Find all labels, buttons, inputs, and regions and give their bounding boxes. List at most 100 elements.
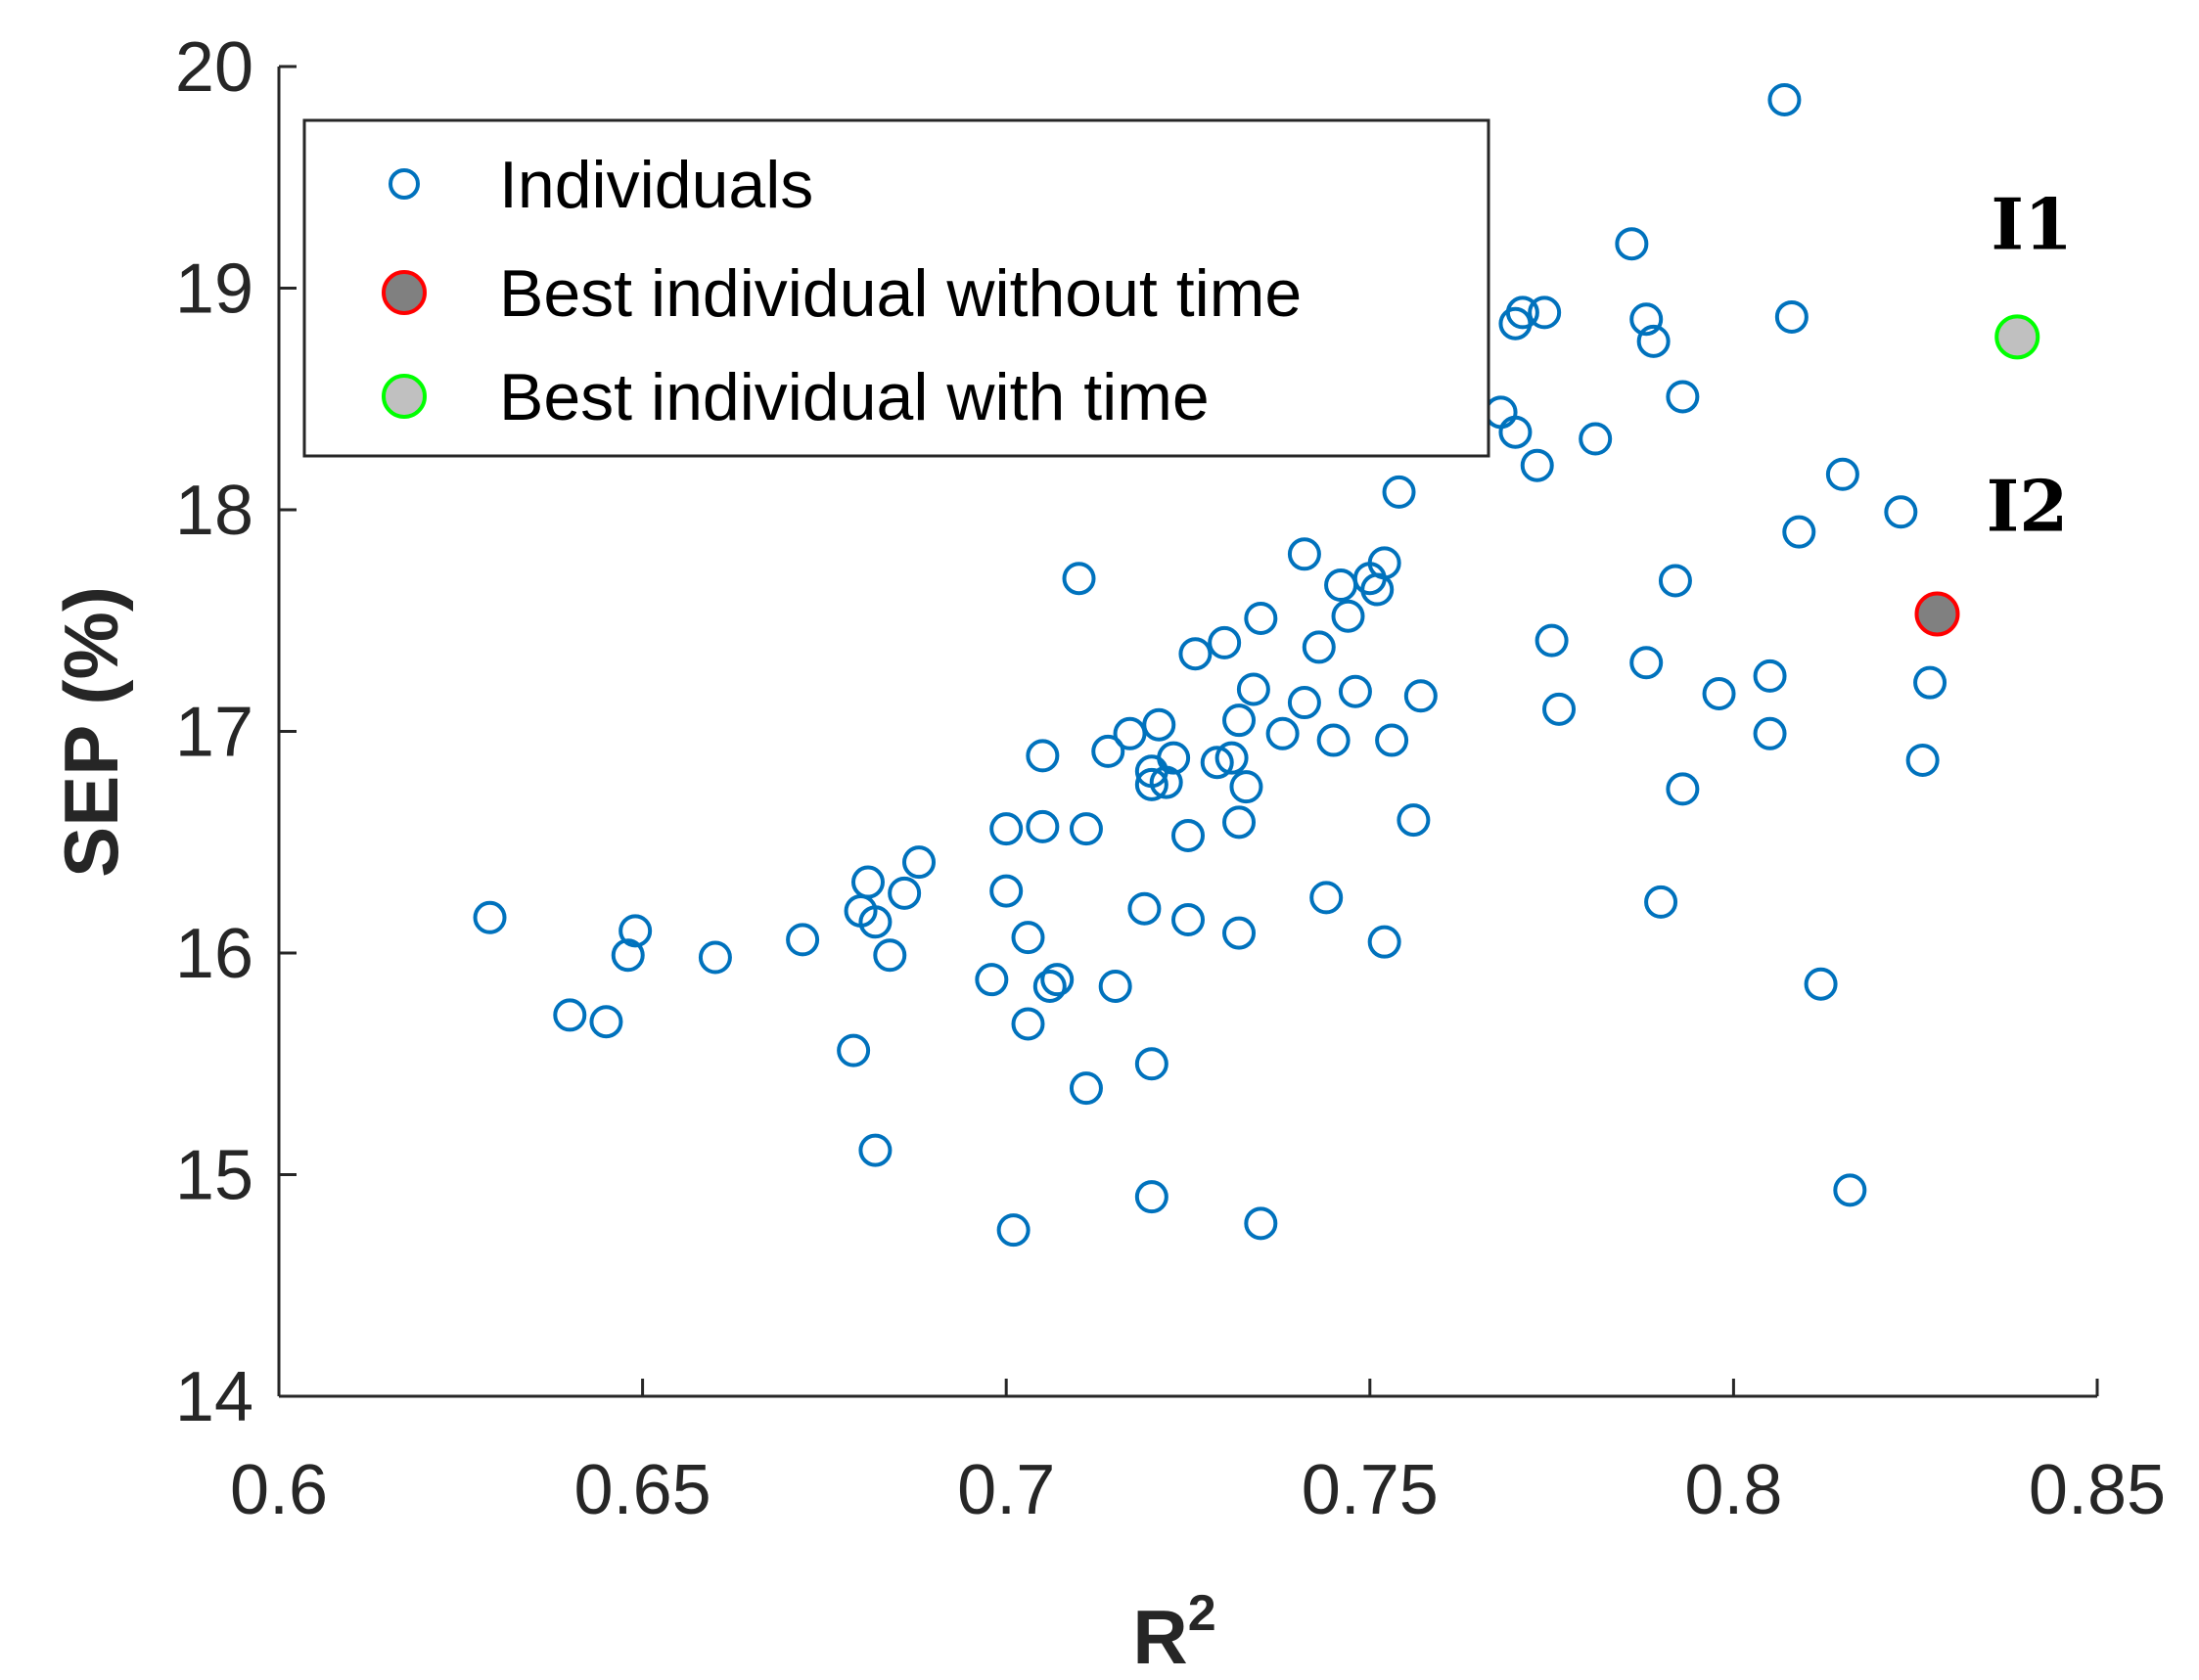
individual-point bbox=[902, 845, 937, 880]
individual-point bbox=[1134, 767, 1168, 801]
annotation-i1: I1 bbox=[1991, 182, 2073, 265]
individual-point bbox=[1782, 515, 1816, 549]
individual-point bbox=[1149, 765, 1183, 799]
legend: Individuals Best individual without time… bbox=[302, 118, 1490, 458]
individual-point bbox=[1629, 646, 1664, 680]
legend-marker-best-without-time bbox=[382, 270, 427, 315]
x-tick-label: 0.8 bbox=[1684, 1451, 1782, 1529]
individual-point bbox=[1913, 665, 1947, 700]
individual-point bbox=[1367, 925, 1401, 959]
y-tick-label: 16 bbox=[175, 915, 253, 993]
individual-point bbox=[1069, 1071, 1103, 1106]
individual-point bbox=[1134, 1180, 1168, 1214]
individual-point bbox=[989, 874, 1024, 908]
y-tick-label: 20 bbox=[175, 28, 253, 107]
individual-point bbox=[1403, 679, 1438, 713]
individual-point bbox=[1905, 743, 1940, 777]
individual-point bbox=[1244, 1206, 1278, 1241]
individual-point bbox=[1535, 623, 1569, 658]
individual-point bbox=[1338, 674, 1372, 708]
individual-point bbox=[1032, 969, 1067, 1003]
individual-point bbox=[858, 1133, 893, 1167]
individual-point bbox=[1157, 741, 1191, 775]
individual-point bbox=[1833, 1173, 1867, 1207]
y-tick-label: 18 bbox=[175, 472, 253, 550]
individual-point bbox=[1804, 967, 1838, 1001]
individual-point bbox=[1214, 741, 1249, 775]
x-axis-title-superscript: 2 bbox=[1188, 1585, 1216, 1642]
individual-point bbox=[1142, 707, 1176, 742]
individual-point bbox=[1579, 422, 1613, 456]
individual-point bbox=[1265, 716, 1300, 750]
individual-point bbox=[1062, 562, 1096, 596]
individual-point bbox=[589, 1005, 623, 1039]
points-layer bbox=[473, 82, 2040, 1248]
individual-point bbox=[1484, 395, 1518, 430]
individual-point bbox=[1113, 716, 1147, 750]
individual-point bbox=[1091, 734, 1125, 768]
x-tick-label: 0.6 bbox=[230, 1451, 328, 1529]
individual-point bbox=[1774, 299, 1809, 334]
individual-point bbox=[1171, 818, 1205, 852]
individual-point bbox=[858, 905, 893, 939]
y-tick-label: 17 bbox=[175, 694, 253, 772]
individual-point bbox=[1236, 672, 1270, 706]
individual-point bbox=[850, 865, 885, 899]
individual-point bbox=[1309, 881, 1344, 915]
individual-point bbox=[1825, 457, 1859, 491]
individual-point bbox=[1702, 676, 1736, 710]
y-ticks: 14 15 16 17 18 19 20 bbox=[175, 28, 297, 1436]
legend-marker-individuals bbox=[389, 168, 420, 200]
best-with-time-point bbox=[1994, 314, 2040, 360]
individual-point bbox=[873, 938, 907, 973]
individual-point bbox=[473, 900, 507, 934]
individual-point bbox=[611, 938, 645, 973]
individual-point bbox=[1069, 812, 1103, 846]
legend-label-individuals: Individuals bbox=[499, 148, 813, 222]
individual-point bbox=[1644, 885, 1678, 919]
individual-point bbox=[698, 940, 732, 975]
individual-point bbox=[1615, 227, 1649, 261]
individual-point bbox=[1397, 803, 1431, 838]
individual-point bbox=[618, 914, 653, 948]
individual-point bbox=[1222, 704, 1257, 738]
individual-point bbox=[1200, 746, 1234, 780]
individual-point bbox=[989, 812, 1024, 846]
individual-point bbox=[1767, 82, 1802, 116]
individual-point bbox=[1098, 969, 1132, 1003]
individual-point bbox=[1666, 380, 1700, 414]
x-tick-label: 0.75 bbox=[1302, 1451, 1439, 1529]
x-ticks: 0.6 0.65 0.7 0.75 0.8 0.85 bbox=[230, 1379, 2166, 1529]
individual-point bbox=[1178, 637, 1213, 671]
y-tick-label: 15 bbox=[175, 1137, 253, 1215]
individual-point bbox=[1244, 601, 1278, 635]
individual-point bbox=[837, 1033, 871, 1067]
individual-point bbox=[888, 876, 922, 910]
individual-point bbox=[1382, 475, 1416, 509]
individual-point bbox=[1208, 625, 1242, 659]
legend-marker-best-with-time bbox=[382, 374, 427, 419]
x-tick-label: 0.65 bbox=[574, 1451, 711, 1529]
individual-point bbox=[553, 998, 587, 1032]
individual-point bbox=[1666, 772, 1700, 806]
best-without-time-point bbox=[1914, 591, 1960, 637]
legend-box bbox=[302, 118, 1490, 458]
individual-point bbox=[1040, 963, 1075, 997]
individual-point bbox=[1026, 739, 1060, 773]
individual-point bbox=[1222, 805, 1257, 840]
x-axis-title: R2 bbox=[1132, 1585, 1215, 1680]
individual-point bbox=[1324, 568, 1358, 603]
individual-point bbox=[1134, 1047, 1168, 1081]
individual-point bbox=[1287, 686, 1321, 720]
individual-point bbox=[1629, 302, 1664, 337]
individual-point bbox=[1367, 546, 1401, 580]
individual-point bbox=[996, 1213, 1031, 1248]
individual-point bbox=[1229, 770, 1263, 804]
individual-point bbox=[1528, 295, 1562, 330]
x-axis-title-base: R bbox=[1132, 1594, 1187, 1680]
individual-point bbox=[1316, 723, 1351, 757]
individual-point bbox=[1222, 916, 1257, 950]
individual-point bbox=[1331, 599, 1365, 633]
y-tick-label: 14 bbox=[175, 1358, 253, 1436]
